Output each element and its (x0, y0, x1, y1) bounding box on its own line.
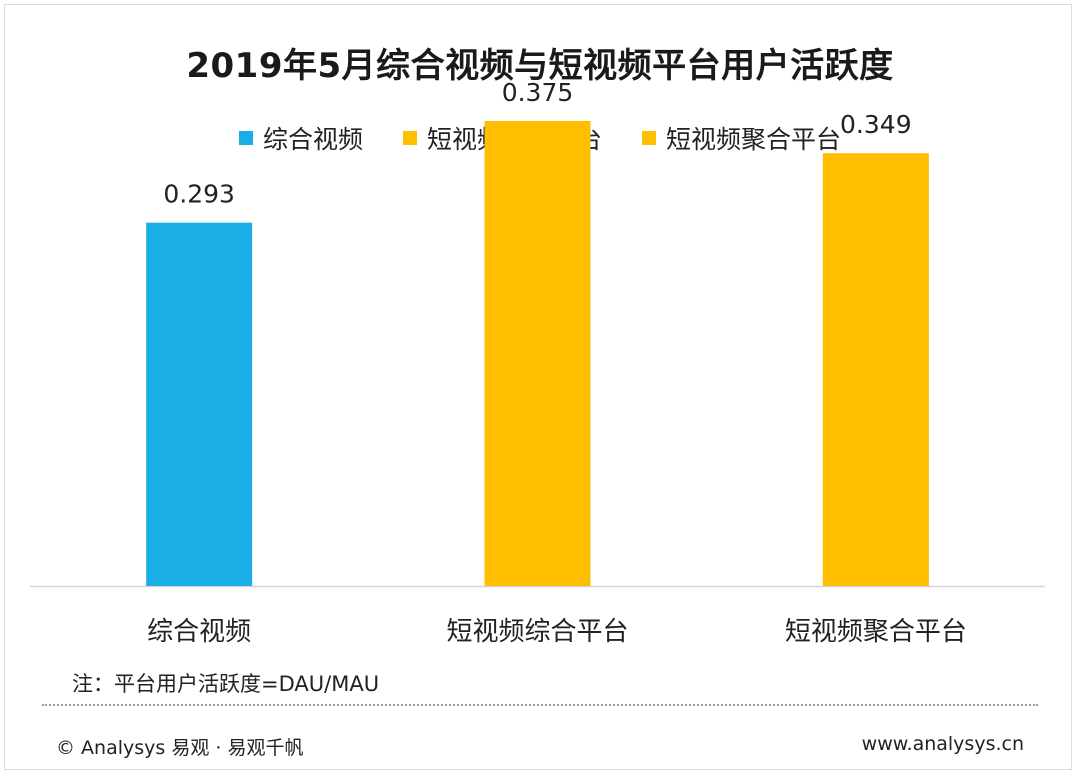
x-tick-label-0: 综合视频 (147, 617, 251, 647)
data-label-0: 0.293 (163, 180, 235, 209)
footer-url: www.analysys.cn (861, 733, 1024, 755)
data-label-1: 0.375 (502, 78, 574, 107)
data-label-2: 0.349 (840, 110, 912, 139)
chart-title: 2019年5月综合视频与短视频平台用户活跃度 (186, 46, 894, 86)
legend-label-0: 综合视频 (262, 125, 363, 154)
bar-1 (484, 121, 591, 586)
x-tick-label-1: 短视频综合平台 (446, 617, 628, 647)
legend-item-2: 短视频聚合平台 (642, 120, 841, 156)
legend-swatch-2 (642, 131, 656, 145)
x-tick-label-2: 短视频聚合平台 (785, 617, 967, 647)
legend-swatch-1 (402, 131, 417, 145)
dotted-divider (42, 704, 1038, 706)
footnote: 注：平台用户活跃度=DAU/MAU (72, 672, 380, 696)
footer-source: © Analysys 易观 · 易观千帆 (56, 737, 304, 759)
bar-0 (146, 222, 253, 586)
bar-2 (822, 153, 929, 587)
legend-label-2: 短视频聚合平台 (666, 125, 842, 154)
legend-item-0: 综合视频 (238, 120, 363, 156)
legend-swatch-0 (238, 131, 253, 145)
